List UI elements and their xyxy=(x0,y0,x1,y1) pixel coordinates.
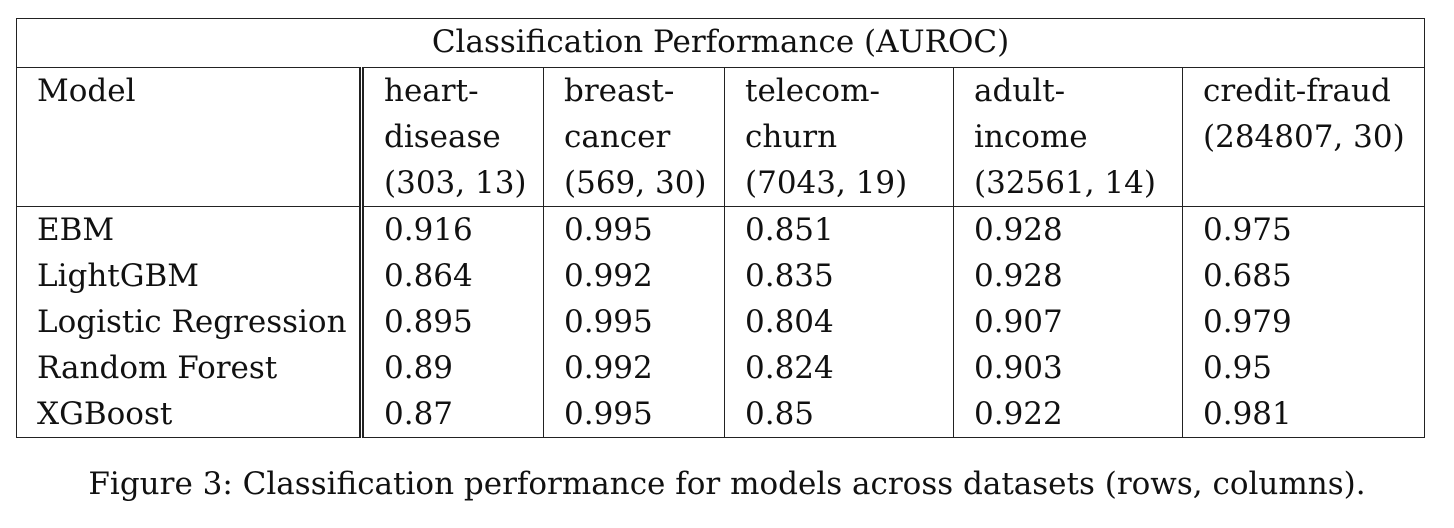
score-cell: 0.895 xyxy=(361,299,544,345)
score-cell: 0.89 xyxy=(361,345,544,391)
score-cell: 0.903 xyxy=(953,345,1183,391)
header-line: breast- xyxy=(564,73,675,109)
score-cell: 0.85 xyxy=(724,391,954,438)
column-header-credit-fraud: credit-fraud (284807, 30) xyxy=(1181,67,1426,207)
model-name-cell: Logistic Regression xyxy=(16,299,364,345)
table-row: EBM 0.916 0.995 0.851 0.928 0.975 xyxy=(16,206,1426,253)
table-row: XGBoost 0.87 0.995 0.85 0.922 0.981 xyxy=(16,391,1426,438)
table-title: Classification Performance (AUROC) xyxy=(15,18,1426,68)
header-line: disease xyxy=(384,119,501,155)
score-cell: 0.824 xyxy=(724,345,954,391)
score-cell: 0.87 xyxy=(361,391,544,438)
score-cell: 0.995 xyxy=(543,299,725,345)
table-row: Logistic Regression 0.895 0.995 0.804 0.… xyxy=(16,299,1426,345)
header-line: income xyxy=(974,119,1088,155)
header-line: (32561, 14) xyxy=(974,165,1156,201)
header-line: heart- xyxy=(384,73,479,109)
table-row: LightGBM 0.864 0.992 0.835 0.928 0.685 xyxy=(16,253,1426,299)
results-table: Classification Performance (AUROC) Model… xyxy=(15,18,1426,438)
header-line: adult- xyxy=(974,73,1066,109)
score-cell: 0.992 xyxy=(543,345,725,391)
table-header-row: Model heart- disease (303, 13) breast- c… xyxy=(16,67,1426,207)
model-name-cell: LightGBM xyxy=(16,253,364,299)
header-line: (284807, 30) xyxy=(1203,119,1405,155)
score-cell: 0.916 xyxy=(361,206,544,253)
header-line: cancer xyxy=(564,119,671,155)
score-cell: 0.992 xyxy=(543,253,725,299)
column-header-breast-cancer: breast- cancer (569, 30) xyxy=(543,67,725,207)
score-cell: 0.685 xyxy=(1181,253,1426,299)
model-name-cell: XGBoost xyxy=(16,391,364,438)
header-line: (303, 13) xyxy=(384,165,527,201)
score-cell: 0.922 xyxy=(953,391,1183,438)
model-name-cell: Random Forest xyxy=(16,345,364,391)
table-row: Random Forest 0.89 0.992 0.824 0.903 0.9… xyxy=(16,345,1426,391)
column-header-heart-disease: heart- disease (303, 13) xyxy=(361,67,544,207)
score-cell: 0.907 xyxy=(953,299,1183,345)
header-line: telecom- xyxy=(745,73,880,109)
column-header-telecom-churn: telecom- churn (7043, 19) xyxy=(724,67,954,207)
score-cell: 0.851 xyxy=(724,206,954,253)
score-cell: 0.864 xyxy=(361,253,544,299)
score-cell: 0.975 xyxy=(1181,206,1426,253)
score-cell: 0.981 xyxy=(1181,391,1426,438)
table-title-row: Classification Performance (AUROC) xyxy=(15,18,1426,68)
header-line: (7043, 19) xyxy=(745,165,908,201)
model-name-cell: EBM xyxy=(16,206,364,253)
column-header-adult-income: adult- income (32561, 14) xyxy=(953,67,1183,207)
score-cell: 0.995 xyxy=(543,206,725,253)
model-column-header: Model xyxy=(16,67,364,207)
figure-caption: Figure 3: Classification performance for… xyxy=(88,466,1366,502)
header-line: churn xyxy=(745,119,838,155)
header-line: (569, 30) xyxy=(564,165,707,201)
score-cell: 0.995 xyxy=(543,391,725,438)
score-cell: 0.95 xyxy=(1181,345,1426,391)
score-cell: 0.928 xyxy=(953,253,1183,299)
score-cell: 0.835 xyxy=(724,253,954,299)
score-cell: 0.928 xyxy=(953,206,1183,253)
score-cell: 0.979 xyxy=(1181,299,1426,345)
score-cell: 0.804 xyxy=(724,299,954,345)
header-line: credit-fraud xyxy=(1203,73,1391,109)
